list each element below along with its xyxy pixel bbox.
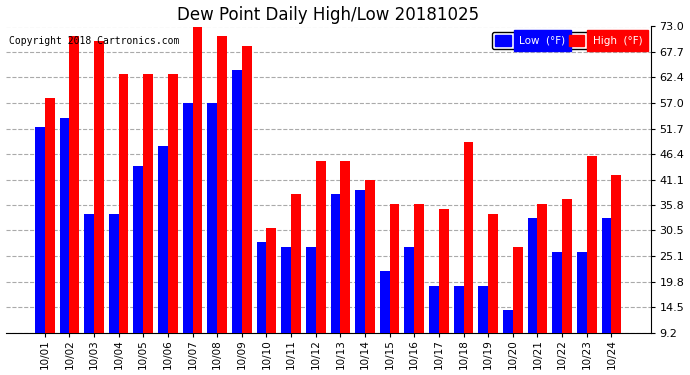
Bar xyxy=(45,99,55,333)
Bar xyxy=(241,46,252,333)
Bar xyxy=(513,247,523,333)
Bar xyxy=(380,271,390,333)
Bar xyxy=(193,17,202,333)
Bar xyxy=(158,147,168,333)
Bar xyxy=(133,166,144,333)
Bar xyxy=(365,180,375,333)
Bar xyxy=(207,103,217,333)
Bar xyxy=(528,218,538,333)
Bar xyxy=(59,118,70,333)
Bar xyxy=(144,75,153,333)
Bar xyxy=(35,127,45,333)
Bar xyxy=(489,214,498,333)
Bar xyxy=(439,209,449,333)
Bar xyxy=(577,252,586,333)
Bar xyxy=(503,310,513,333)
Bar xyxy=(257,242,266,333)
Bar xyxy=(340,161,351,333)
Title: Dew Point Daily High/Low 20181025: Dew Point Daily High/Low 20181025 xyxy=(177,6,479,24)
Bar xyxy=(414,204,424,333)
Bar xyxy=(390,204,400,333)
Bar xyxy=(84,214,94,333)
Bar xyxy=(429,286,439,333)
Bar xyxy=(119,75,128,333)
Bar xyxy=(306,247,316,333)
Bar xyxy=(94,41,104,333)
Bar xyxy=(478,286,489,333)
Bar xyxy=(266,228,276,333)
Bar xyxy=(611,175,621,333)
Bar xyxy=(109,214,119,333)
Bar xyxy=(282,247,291,333)
Bar xyxy=(586,156,597,333)
Bar xyxy=(355,190,365,333)
Bar xyxy=(602,218,611,333)
Bar xyxy=(404,247,414,333)
Bar xyxy=(291,194,301,333)
Bar xyxy=(183,103,193,333)
Text: Copyright 2018 Cartronics.com: Copyright 2018 Cartronics.com xyxy=(9,36,179,46)
Bar xyxy=(70,36,79,333)
Bar xyxy=(331,194,340,333)
Bar xyxy=(316,161,326,333)
Bar xyxy=(232,70,241,333)
Bar xyxy=(217,36,227,333)
Bar xyxy=(168,75,178,333)
Bar xyxy=(454,286,464,333)
Bar xyxy=(562,199,572,333)
Bar xyxy=(538,204,547,333)
Bar xyxy=(552,252,562,333)
Legend: Low  (°F), High  (°F): Low (°F), High (°F) xyxy=(492,32,645,49)
Bar xyxy=(464,142,473,333)
